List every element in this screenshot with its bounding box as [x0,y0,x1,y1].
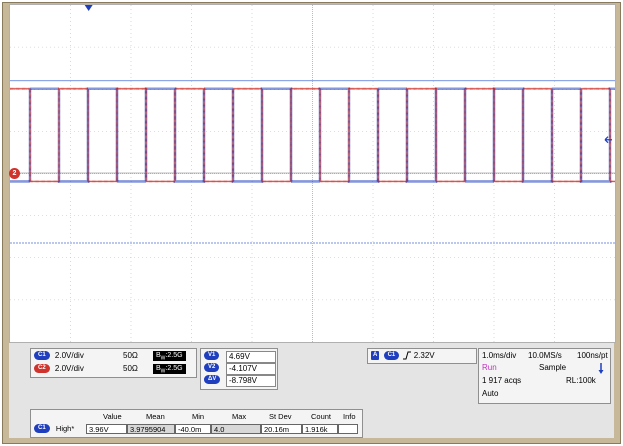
meas-count: 1.916k [302,424,338,434]
bandwidth-icon: B [156,365,161,372]
trigger-mode-chip: A [371,351,380,361]
ch2-impedance: 50Ω [123,364,138,373]
meas-max: 4.0 [211,424,261,434]
acq-mode: Sample [539,363,567,372]
meas-source-chip: C1 [34,424,50,434]
ch1-impedance: 50Ω [123,351,138,360]
cursor-v1-value: 4.69V [226,351,276,363]
meas-mean: 3.9795904 [127,424,175,434]
run-state: Run [482,363,497,372]
meas-stdev: 20.16m [261,424,302,434]
ch2-bandwidth-value: 2.5G [167,365,183,372]
cursor-v2-row[interactable]: V2 [204,363,220,373]
dv-chip: ΔV [204,375,221,385]
meas-name: High* [55,424,75,433]
ch2-waveform-noise [10,87,615,183]
trigger-source-chip: C1 [383,351,400,361]
ch1-settings-row[interactable]: C1 2.0V/div [34,351,84,361]
ch1-chip[interactable]: C1 [34,351,50,361]
trigger-position-icon [84,5,93,11]
v2-chip: V2 [204,363,220,373]
v1-chip: V1 [204,351,220,361]
ch2-settings-row[interactable]: C2 2.0V/div [34,364,84,374]
waveform-display[interactable] [9,4,616,343]
cursor-readout-box: V1 4.69V V2 -4.107V ΔV -8.798V [200,348,278,390]
header-value: Value [103,412,122,421]
rising-edge-icon [403,351,412,360]
cursor-v2-value: -4.107V [226,363,276,375]
header-stdev: St Dev [269,412,292,421]
header-mean: Mean [146,412,165,421]
ch2-chip[interactable]: C2 [34,364,50,374]
measurement-table[interactable]: Value Mean Min Max St Dev Count Info C1 … [30,409,363,438]
trigger-level: 2.32V [413,351,435,360]
header-info: Info [343,412,356,421]
ch2-marker-label: 2 [12,170,17,177]
measurement-row[interactable]: C1 High* [34,424,75,434]
cursor-v1-row[interactable]: V1 [204,351,220,361]
ch2-scale: 2.0V/div [54,364,84,373]
header-max: Max [232,412,247,421]
acquisition-box[interactable]: 1.0ms/div 10.0MS/s 100ns/pt Run Sample 1… [478,348,611,404]
ch2-ground-marker[interactable]: 2 [9,168,20,179]
meas-value: 3.96V [86,424,127,434]
ch1-bandwidth-badge: BW:2.5G [153,350,186,361]
timebase: 1.0ms/div [482,351,517,360]
ch2-bandwidth-badge: BW:2.5G [153,363,186,374]
cursor-dv-row[interactable]: ΔV [204,375,221,385]
trigger-box[interactable]: A C1 2.32V [367,348,477,364]
resolution: 100ns/pt [577,351,608,360]
waveform-graticule [10,5,615,342]
sample-rate: 10.0MS/s [528,351,562,360]
meas-info [338,424,358,434]
bandwidth-icon: B [156,352,161,359]
header-count: Count [311,412,332,421]
cursor-dv-value: -8.798V [226,375,276,387]
acquisition-count: 1 917 acqs [482,376,522,385]
channel-settings-box: C1 2.0V/div 50Ω BW:2.5G C2 2.0V/div 50Ω … [30,348,197,378]
trigger-level-arrow-icon [604,136,612,144]
trigger-mode: Auto [482,389,499,398]
ch1-bandwidth-value: 2.5G [167,352,183,359]
meas-min: -40.0m [175,424,211,434]
record-length: RL:100k [566,376,596,385]
ch1-scale: 2.0V/div [54,351,84,360]
header-min: Min [192,412,205,421]
trigger-position-arrow-icon [598,363,604,374]
